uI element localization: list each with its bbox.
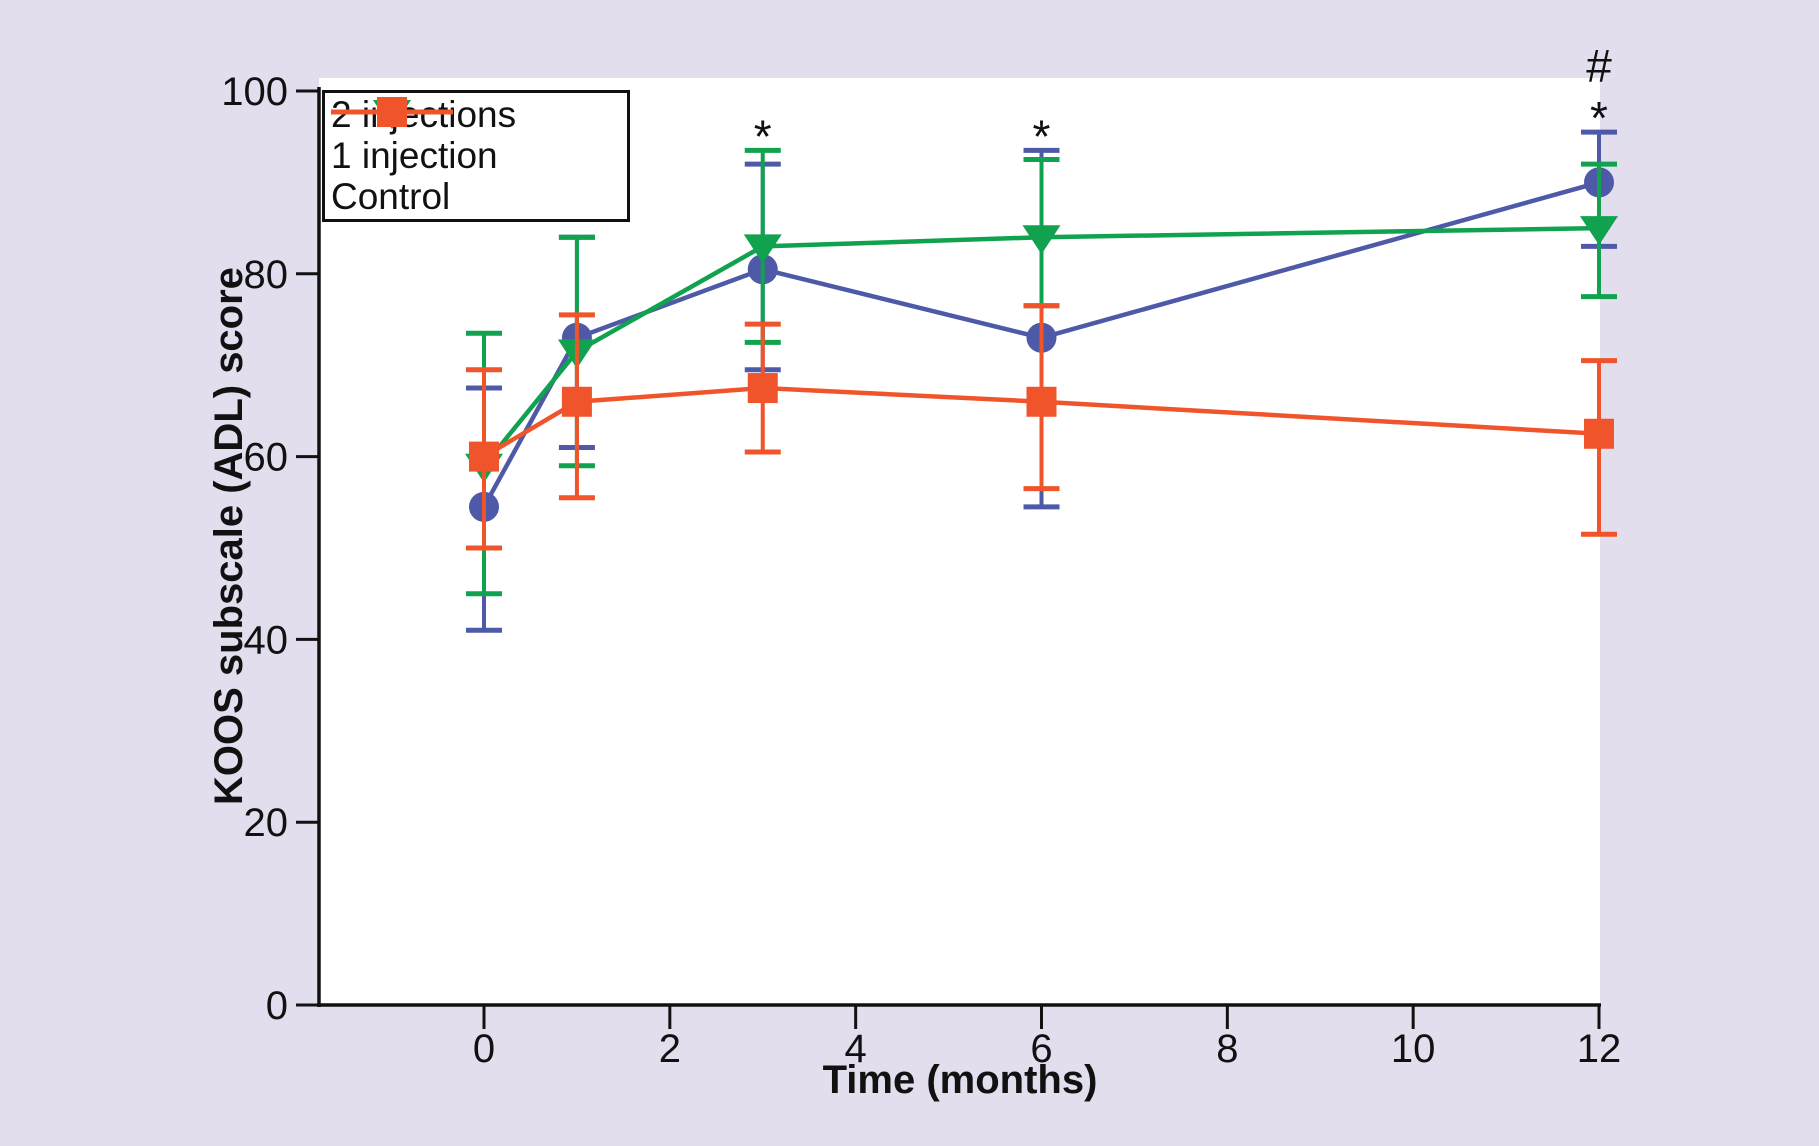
significance-annotation: *: [1590, 92, 1608, 144]
x-tick-label: 0: [473, 1027, 495, 1071]
data-point-marker: [747, 373, 778, 404]
x-tick-label: 8: [1216, 1027, 1238, 1071]
data-point-marker: [469, 441, 499, 472]
data-point-marker: [1022, 225, 1061, 255]
data-point-marker: [1584, 418, 1614, 449]
x-tick-label: 4: [845, 1027, 867, 1071]
data-point-marker: [1580, 216, 1618, 246]
data-point-marker: [1026, 386, 1057, 417]
data-point-marker: [743, 234, 782, 264]
series-control: [466, 303, 1617, 551]
legend-item-control: Control: [325, 97, 627, 217]
significance-annotation: *: [754, 110, 772, 162]
chart-legend: 2 injections 1 injection Control: [322, 90, 630, 222]
significance-annotation: #: [1586, 40, 1612, 92]
y-tick-label: 20: [244, 801, 289, 845]
data-point-marker: [561, 386, 592, 417]
y-tick-label: 100: [221, 70, 288, 114]
y-tick-label: 0: [266, 984, 288, 1028]
y-tick-label: 40: [244, 618, 289, 662]
y-axis-title: KOOS subscale (ADL) score: [207, 267, 251, 805]
x-tick-label: 12: [1577, 1027, 1622, 1071]
y-tick-label: 80: [244, 253, 289, 297]
x-tick-label: 2: [659, 1027, 681, 1071]
y-tick-label: 60: [244, 436, 289, 480]
legend-label: Control: [331, 175, 451, 217]
legend-label: 2 injections: [331, 94, 517, 136]
legend-marker-control-icon: [331, 97, 453, 127]
legend-label: 1 injection: [331, 134, 498, 176]
x-tick-label: 10: [1391, 1027, 1436, 1071]
legend-marker: [377, 97, 407, 127]
x-tick-label: 6: [1030, 1027, 1052, 1071]
significance-annotation: *: [1033, 110, 1051, 162]
x-axis-title: Time (months): [822, 1058, 1098, 1102]
legend-item-1-injection: 1 injection: [325, 100, 627, 176]
